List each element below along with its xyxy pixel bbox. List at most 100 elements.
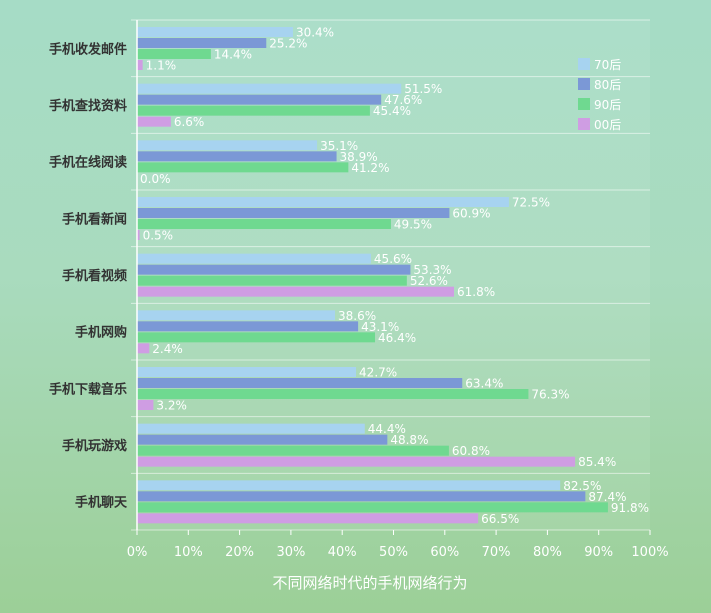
bar (137, 197, 509, 207)
bar (137, 310, 336, 321)
bar (137, 94, 382, 105)
category-label: 手机看视频 (62, 268, 127, 284)
data-label: 41.2% (351, 161, 389, 175)
bar (137, 264, 411, 275)
bar (137, 253, 371, 264)
category-label: 手机聊天 (75, 495, 128, 511)
category-label: 手机看新闻 (62, 211, 127, 227)
data-label: 61.8% (457, 285, 495, 299)
bar (137, 332, 376, 343)
data-label: 47.6% (384, 93, 422, 107)
bar (137, 116, 171, 127)
data-label: 66.5% (481, 512, 519, 526)
legend: 70后 80后 90后 00后 (578, 58, 621, 132)
x-tick-label: 10% (174, 545, 203, 560)
bar (137, 151, 337, 162)
category-label: 手机下载音乐 (49, 381, 127, 397)
x-tick-label: 80% (533, 545, 562, 560)
data-label: 1.1% (146, 59, 177, 73)
bar (137, 83, 402, 94)
value-labels: 30.4%25.2% 14.4% 1.1% 51.5%47.6%45.4% 6.6% 35… (140, 26, 649, 526)
x-tick-label: 50% (379, 545, 408, 560)
data-label: 48.8% (390, 433, 428, 447)
data-label: 91.8% (611, 501, 649, 515)
legend-swatch (578, 78, 590, 90)
category-label: 手机网购 (75, 325, 127, 341)
legend-swatch (578, 118, 590, 130)
data-label: 6.6% (174, 115, 205, 129)
bar (137, 208, 450, 218)
bar (137, 502, 608, 513)
x-tick-label: 0% (127, 545, 148, 560)
category-label: 手机收发邮件 (49, 41, 127, 57)
data-label: 14.4% (214, 48, 252, 62)
bar (137, 49, 211, 59)
bar (137, 140, 318, 151)
legend-label: 00后 (594, 118, 621, 132)
data-label: 38.9% (340, 150, 378, 164)
x-tick-label: 60% (430, 545, 459, 560)
legend-swatch (578, 58, 590, 70)
plot-background (137, 20, 650, 530)
bar (137, 343, 150, 354)
bar (137, 60, 143, 70)
bar (137, 230, 140, 240)
legend-label: 80后 (594, 78, 621, 92)
bar (137, 27, 293, 37)
bar (137, 480, 561, 491)
data-label: 38.6% (338, 309, 376, 323)
bar (137, 389, 529, 399)
bar (137, 491, 586, 502)
data-label: 25.2% (269, 37, 307, 51)
data-label: 30.4% (296, 26, 334, 40)
data-label: 44.4% (368, 422, 406, 436)
x-tick-label: 20% (225, 545, 254, 560)
x-tick-label: 70% (482, 545, 511, 560)
data-label: 46.4% (378, 331, 416, 345)
data-label: 35.1% (320, 139, 358, 153)
data-label: 76.3% (531, 388, 569, 402)
plot-area: 30.4%25.2% 14.4% 1.1% 51.5%47.6%45.4% 6.6% 35… (131, 19, 650, 531)
data-label: 2.4% (152, 342, 183, 356)
legend-label: 70后 (594, 58, 621, 72)
bar (137, 456, 576, 467)
x-tick-label: 40% (328, 545, 357, 560)
data-label: 49.5% (394, 218, 432, 232)
bars (137, 27, 608, 524)
data-label: 63.4% (465, 377, 503, 391)
bar (137, 367, 357, 377)
x-tick-label: 100% (631, 545, 668, 560)
bar (137, 434, 388, 445)
bar (137, 321, 359, 332)
category-label: 手机在线阅读 (49, 155, 127, 171)
data-label: 52.6% (410, 274, 448, 288)
data-label: 51.5% (404, 82, 442, 96)
bar (137, 38, 267, 48)
data-label: 0.0% (140, 172, 171, 186)
bar (137, 423, 365, 434)
data-label: 53.3% (413, 263, 451, 277)
data-label: 42.7% (359, 366, 397, 380)
bar (137, 105, 370, 116)
category-separators (131, 19, 650, 531)
bar (137, 513, 479, 524)
category-label: 手机查找资料 (49, 98, 127, 114)
data-label: 72.5% (512, 196, 550, 210)
category-labels: 手机收发邮件手机查找资料手机在线阅读手机看新闻手机看视频手机网购手机下载音乐手机… (49, 41, 128, 510)
bar (137, 162, 349, 173)
legend-swatch (578, 98, 590, 110)
category-label: 手机玩游戏 (62, 438, 127, 454)
data-label: 0.5% (143, 229, 174, 243)
legend-label: 90后 (594, 98, 621, 112)
chart-title: 不同网络时代的手机网络行为 (272, 574, 467, 592)
x-axis-ticks: 0% 10% 20% 30% 40% 50% 60% 70% 80% 90% 100% (127, 530, 669, 560)
bar (137, 400, 154, 410)
data-label: 45.6% (374, 252, 412, 266)
data-label: 82.5% (563, 479, 601, 493)
bar (137, 275, 407, 286)
bar (137, 286, 455, 297)
data-label: 3.2% (156, 399, 187, 413)
bar (137, 219, 391, 229)
data-label: 60.8% (452, 444, 490, 458)
x-tick-label: 30% (276, 545, 305, 560)
